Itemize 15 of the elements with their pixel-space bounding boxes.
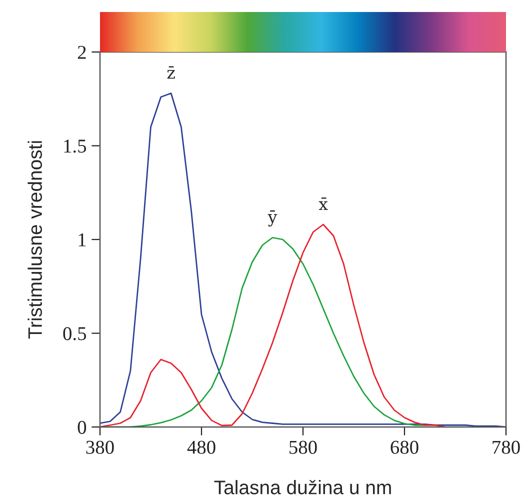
y-axis-title: Tristimulusne vrednosti	[28, 141, 42, 339]
x-tick-label: 680	[390, 440, 418, 454]
series-label: x̄	[318, 198, 328, 210]
series-label: ȳ	[268, 210, 278, 227]
x-tick-label: 580	[290, 440, 317, 454]
x-tick-label: 380	[86, 440, 114, 454]
x-tick-label: 480	[187, 440, 216, 454]
y-tick-label: 1	[78, 233, 86, 246]
y-tick-label: 2	[78, 46, 86, 59]
series-label: z̄	[167, 66, 175, 79]
y-tick-label: 0.5	[63, 327, 86, 340]
x-tick-label: 780	[492, 440, 520, 454]
y-tick-label: 0	[78, 420, 86, 434]
x-axis-title: Talasna dužina u nm	[214, 480, 391, 494]
y-tick-label: 1.5	[64, 140, 86, 153]
